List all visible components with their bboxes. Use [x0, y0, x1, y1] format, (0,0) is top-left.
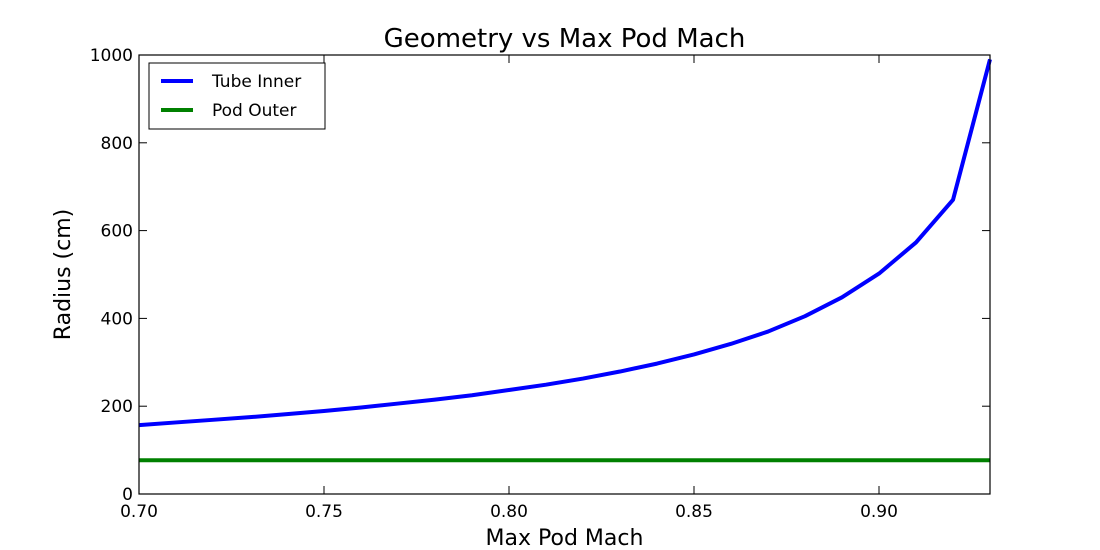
x-tick-label: 0.85 [675, 502, 713, 522]
plot-frame [138, 54, 991, 495]
x-axis-title: Max Pod Mach [486, 526, 644, 550]
series-layer [138, 58, 992, 463]
y-tick-label: 400 [101, 309, 133, 329]
legend-label-tube-inner: Tube Inner [211, 72, 301, 92]
y-axis-title: Radius (cm) [51, 209, 76, 340]
y-tick-label: 800 [101, 134, 133, 154]
y-tick-label: 200 [101, 397, 133, 417]
ticks-layer: 0.70 0.75 0.80 0.85 0.90 0 200 400 600 800 1000 [90, 46, 990, 522]
y-tick-label: 600 [101, 222, 133, 242]
y-tick-label: 1000 [90, 46, 133, 66]
legend-label-pod-outer: Pod Outer [212, 101, 297, 121]
legend-box [148, 62, 326, 130]
y-tick-label: 0 [122, 485, 133, 505]
x-tick-label: 0.75 [305, 502, 343, 522]
series-line-tube-inner [138, 58, 992, 428]
x-tick-label: 0.90 [860, 502, 898, 522]
x-tick-label: 0.80 [490, 502, 528, 522]
x-tick-label: 0.70 [120, 502, 158, 522]
legend: Tube Inner Pod Outer [148, 62, 326, 130]
chart-title: Geometry vs Max Pod Mach [384, 24, 746, 54]
